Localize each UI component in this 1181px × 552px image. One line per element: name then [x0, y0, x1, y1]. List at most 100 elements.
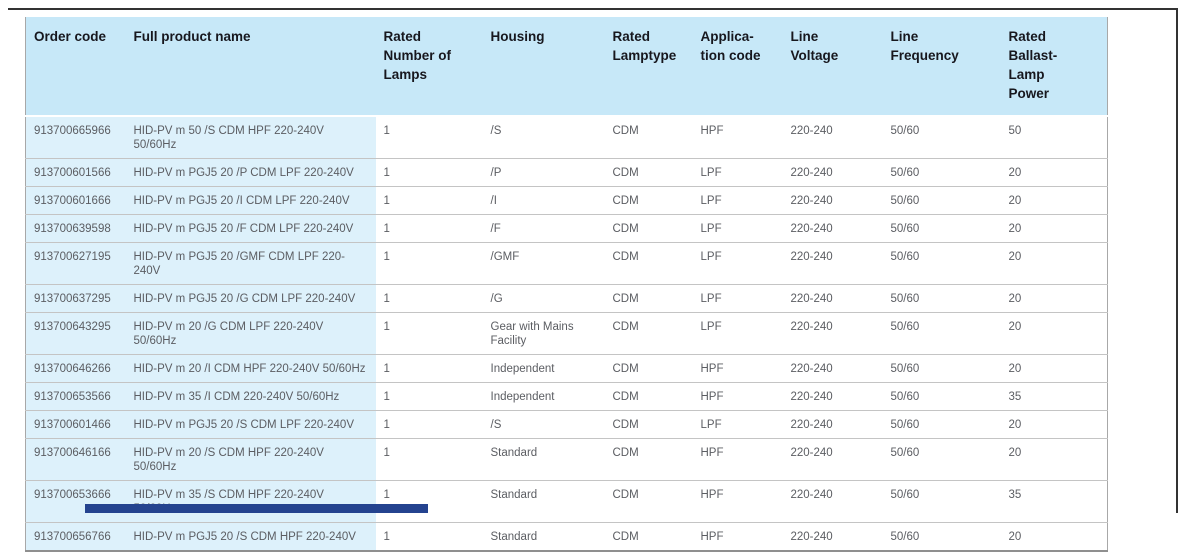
page-border-right — [1176, 8, 1178, 513]
cell-line-voltage: 220-240 — [782, 354, 883, 383]
cell-application-code: HPF — [692, 522, 783, 551]
cell-product-name: HID-PV m PGJ5 20 /S CDM LPF 220-240V — [125, 410, 376, 439]
column-header-product-name: Full product name — [125, 17, 376, 117]
table-row: 913700656766 HID-PV m PGJ5 20 /S CDM HPF … — [25, 522, 1108, 551]
cell-line-frequency: 50/60 — [882, 354, 1001, 383]
cell-order-code: 913700653666 — [25, 480, 126, 523]
column-header-rated-ballast-lamp-power: Rated Ballast- Lamp Power — [1000, 17, 1108, 117]
cell-application-code: HPF — [692, 382, 783, 411]
cell-line-voltage: 220-240 — [782, 158, 883, 187]
column-header-rated-number-of-lamps: Rated Number of Lamps — [375, 17, 483, 117]
table-row: 913700665966 HID-PV m 50 /S CDM HPF 220-2… — [25, 115, 1108, 159]
cell-line-voltage: 220-240 — [782, 382, 883, 411]
cell-rated-number-of-lamps: 1 — [375, 438, 483, 481]
cell-rated-number-of-lamps: 1 — [375, 158, 483, 187]
cell-housing: /I — [482, 186, 605, 215]
cell-product-name: HID-PV m 20 /I CDM HPF 220-240V 50/60Hz — [125, 354, 376, 383]
cell-housing: Independent — [482, 354, 605, 383]
cell-line-frequency: 50/60 — [882, 382, 1001, 411]
cell-rated-number-of-lamps: 1 — [375, 214, 483, 243]
cell-rated-lamptype: CDM — [604, 158, 693, 187]
cell-line-frequency: 50/60 — [882, 158, 1001, 187]
cell-line-frequency: 50/60 — [882, 438, 1001, 481]
cell-order-code: 913700627195 — [25, 242, 126, 285]
column-header-application-code: Applica- tion code — [692, 17, 783, 117]
cell-line-voltage: 220-240 — [782, 186, 883, 215]
table-row: 913700601466 HID-PV m PGJ5 20 /S CDM LPF … — [25, 410, 1108, 439]
cell-rated-lamptype: CDM — [604, 522, 693, 551]
table-header-row: Order code Full product name Rated Number … — [25, 17, 1108, 117]
cell-rated-number-of-lamps: 1 — [375, 480, 483, 523]
cell-rated-ballast-lamp-power: 50 — [1000, 115, 1108, 159]
cell-line-voltage: 220-240 — [782, 284, 883, 313]
cell-line-frequency: 50/60 — [882, 186, 1001, 215]
cell-order-code: 913700639598 — [25, 214, 126, 243]
cell-product-name: HID-PV m 50 /S CDM HPF 220-240V 50/60Hz — [125, 115, 376, 159]
cell-rated-ballast-lamp-power: 35 — [1000, 480, 1108, 523]
cell-application-code: HPF — [692, 438, 783, 481]
cell-line-voltage: 220-240 — [782, 115, 883, 159]
cell-line-voltage: 220-240 — [782, 410, 883, 439]
cell-line-voltage: 220-240 — [782, 438, 883, 481]
cell-rated-ballast-lamp-power: 20 — [1000, 158, 1108, 187]
cell-rated-lamptype: CDM — [604, 284, 693, 313]
table-row: 913700601566 HID-PV m PGJ5 20 /P CDM LPF … — [25, 158, 1108, 187]
cell-rated-number-of-lamps: 1 — [375, 382, 483, 411]
products-table: Order code Full product name Rated Number … — [25, 17, 1108, 552]
cell-application-code: LPF — [692, 214, 783, 243]
cell-order-code: 913700656766 — [25, 522, 126, 551]
table-row: 913700643295 HID-PV m 20 /G CDM LPF 220-2… — [25, 312, 1108, 355]
cell-housing: Standard — [482, 438, 605, 481]
cell-housing: /G — [482, 284, 605, 313]
cell-rated-lamptype: CDM — [604, 480, 693, 523]
cell-housing: /GMF — [482, 242, 605, 285]
table-header: Order code Full product name Rated Number … — [25, 17, 1108, 117]
cell-line-voltage: 220-240 — [782, 214, 883, 243]
cell-rated-lamptype: CDM — [604, 354, 693, 383]
page-border-top — [8, 8, 1178, 10]
table-row: 913700637295 HID-PV m PGJ5 20 /G CDM LPF … — [25, 284, 1108, 313]
cell-application-code: HPF — [692, 115, 783, 159]
cell-line-frequency: 50/60 — [882, 284, 1001, 313]
cell-housing: /S — [482, 410, 605, 439]
cell-application-code: LPF — [692, 186, 783, 215]
cell-housing: /F — [482, 214, 605, 243]
column-header-order-code: Order code — [25, 17, 126, 117]
cell-rated-number-of-lamps: 1 — [375, 115, 483, 159]
cell-application-code: HPF — [692, 354, 783, 383]
cell-product-name: HID-PV m PGJ5 20 /GMF CDM LPF 220-240V — [125, 242, 376, 285]
cell-application-code: LPF — [692, 312, 783, 355]
cell-rated-lamptype: CDM — [604, 382, 693, 411]
cell-rated-ballast-lamp-power: 20 — [1000, 242, 1108, 285]
cell-housing: Gear with Mains Facility — [482, 312, 605, 355]
cell-rated-ballast-lamp-power: 20 — [1000, 354, 1108, 383]
cell-order-code: 913700665966 — [25, 115, 126, 159]
cell-line-frequency: 50/60 — [882, 214, 1001, 243]
table-row: 913700601666 HID-PV m PGJ5 20 /I CDM LPF … — [25, 186, 1108, 215]
cell-rated-number-of-lamps: 1 — [375, 312, 483, 355]
cell-line-frequency: 50/60 — [882, 410, 1001, 439]
cell-rated-ballast-lamp-power: 20 — [1000, 522, 1108, 551]
cell-housing: Standard — [482, 522, 605, 551]
cell-order-code: 913700601566 — [25, 158, 126, 187]
cell-rated-lamptype: CDM — [604, 242, 693, 285]
cell-line-voltage: 220-240 — [782, 522, 883, 551]
table-row: 913700627195 HID-PV m PGJ5 20 /GMF CDM LP… — [25, 242, 1108, 285]
cell-rated-lamptype: CDM — [604, 438, 693, 481]
cell-application-code: HPF — [692, 480, 783, 523]
table-row: 913700646166 HID-PV m 20 /S CDM HPF 220-2… — [25, 438, 1108, 481]
cell-housing: /S — [482, 115, 605, 159]
cell-order-code: 913700637295 — [25, 284, 126, 313]
cell-product-name: HID-PV m PGJ5 20 /I CDM LPF 220-240V — [125, 186, 376, 215]
footer-accent-bar — [85, 504, 428, 513]
cell-application-code: LPF — [692, 242, 783, 285]
cell-order-code: 913700601466 — [25, 410, 126, 439]
cell-rated-number-of-lamps: 1 — [375, 186, 483, 215]
cell-housing: Standard — [482, 480, 605, 523]
cell-rated-ballast-lamp-power: 35 — [1000, 382, 1108, 411]
cell-rated-number-of-lamps: 1 — [375, 242, 483, 285]
cell-rated-ballast-lamp-power: 20 — [1000, 186, 1108, 215]
cell-housing: /P — [482, 158, 605, 187]
cell-product-name: HID-PV m 35 /I CDM 220-240V 50/60Hz — [125, 382, 376, 411]
cell-rated-ballast-lamp-power: 20 — [1000, 214, 1108, 243]
